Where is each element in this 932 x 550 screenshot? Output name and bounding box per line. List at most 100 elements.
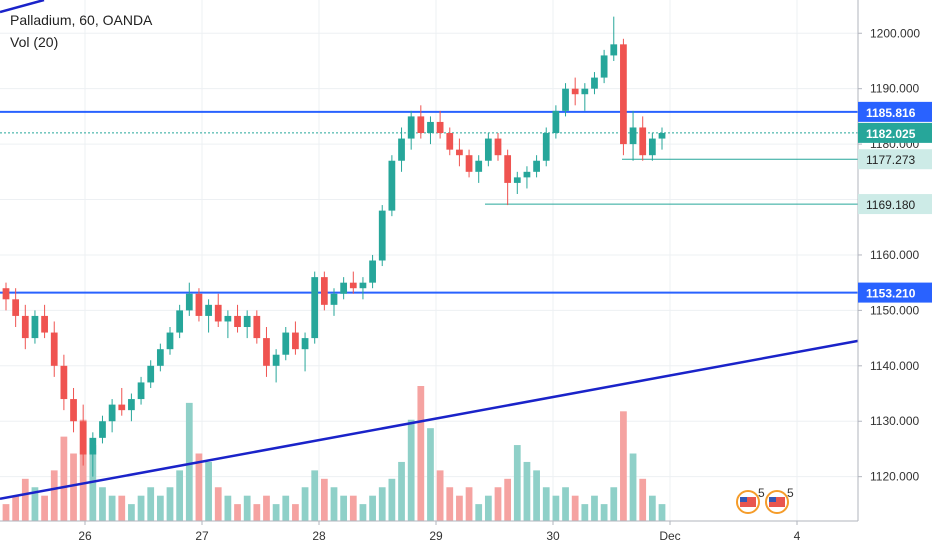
candle-body <box>118 404 126 411</box>
price-tick-label: 1140.000 <box>870 359 919 373</box>
candle-body <box>205 304 212 316</box>
volume-bar <box>600 504 608 521</box>
volume-bar <box>205 461 212 521</box>
volume-bar <box>224 495 232 521</box>
volume-bar <box>156 495 164 521</box>
partial-trendline[interactable] <box>0 0 45 14</box>
trendline[interactable] <box>0 339 859 501</box>
volume-bar <box>118 495 126 521</box>
volume-bar <box>591 495 598 521</box>
volume-bar <box>70 453 77 521</box>
candle-body <box>311 277 319 339</box>
volume-bar <box>340 495 348 521</box>
volume-bar <box>446 487 454 521</box>
volume-bar <box>292 504 299 521</box>
candle-body <box>552 110 560 134</box>
volume-bar <box>21 478 29 521</box>
volume-bar <box>185 402 193 521</box>
volume-bar <box>581 504 589 521</box>
volume-bar <box>542 487 550 521</box>
time-axis[interactable]: 26 27 28 29 30 Dec 4 <box>0 520 858 543</box>
event-count: 5 <box>787 486 794 500</box>
volume-bar <box>320 478 328 521</box>
volume-bar <box>475 504 483 521</box>
volume-bar <box>571 495 579 521</box>
volume-bar <box>41 495 48 521</box>
volume-bar <box>436 470 444 521</box>
volume-bar <box>658 504 666 521</box>
candle-body <box>533 160 540 172</box>
candle-body <box>243 315 251 328</box>
candle-body <box>137 382 145 400</box>
volume-indicator-title[interactable]: Vol (20) <box>10 34 59 50</box>
time-tick-label: 30 <box>546 529 560 543</box>
candle-body <box>50 332 58 366</box>
flag-canton <box>769 497 776 502</box>
price-badge-label: 1177.273 <box>866 153 915 167</box>
price-tick-label: 1130.000 <box>870 414 919 428</box>
candle-body <box>427 121 434 134</box>
candle-body <box>417 116 425 134</box>
volume-bar <box>253 504 261 521</box>
candle-body <box>456 149 463 156</box>
candle-body <box>359 282 367 289</box>
volume-bar <box>398 461 405 521</box>
candle-body <box>369 260 376 283</box>
price-badge <box>858 282 932 303</box>
symbol-title[interactable]: Palladium, 60, OANDA <box>10 12 153 28</box>
candle-body <box>378 210 386 261</box>
event-marker-1[interactable]: 5 <box>736 486 765 514</box>
volume-bar <box>311 470 319 521</box>
economic-events[interactable]: 5 5 <box>736 486 794 514</box>
candle-body <box>60 365 68 400</box>
volume-bar <box>388 478 396 521</box>
candle-body <box>320 277 328 305</box>
candle-body <box>542 133 550 161</box>
candle-body <box>108 404 116 422</box>
volume-bar <box>465 487 473 521</box>
candle-body <box>21 315 29 339</box>
volume-bar <box>214 487 222 521</box>
volume-bar <box>31 487 39 521</box>
candle-body <box>156 349 164 366</box>
candle-body <box>600 55 608 78</box>
candle-body <box>89 437 97 455</box>
volume-bar <box>89 445 97 521</box>
volume-bar <box>552 495 560 521</box>
time-tick-label: 4 <box>794 529 801 543</box>
volume-bar <box>610 487 618 521</box>
grid-lines <box>0 0 858 521</box>
candle-body <box>147 365 155 383</box>
candle-body <box>330 293 338 305</box>
drawn-lines[interactable] <box>0 110 858 294</box>
candle-body <box>224 315 232 322</box>
candlesticks <box>2 16 666 477</box>
candle-body <box>513 177 521 183</box>
candle-body <box>349 282 357 289</box>
volume-bar <box>243 495 251 521</box>
price-axis[interactable]: 1200.0001190.0001180.0001170.0001160.000… <box>857 0 932 521</box>
candle-body <box>301 338 309 350</box>
candle-body <box>436 121 444 134</box>
candle-body <box>12 299 20 316</box>
volume-bar <box>620 411 627 521</box>
volume-bar <box>301 487 309 521</box>
candle-body <box>99 421 106 438</box>
candle-body <box>128 399 135 411</box>
volume-bar <box>349 495 357 521</box>
candle-body <box>185 293 193 311</box>
candle-body <box>388 160 396 211</box>
candle-body <box>2 288 10 300</box>
event-marker-2[interactable]: 5 <box>765 486 794 514</box>
price-badge-label: 1185.816 <box>866 106 916 120</box>
candle-body <box>494 138 502 156</box>
volume-bar <box>60 436 68 521</box>
candle-body <box>272 354 280 366</box>
volume-bar <box>456 495 463 521</box>
volume-bar <box>359 504 367 521</box>
volume-bar <box>195 453 203 521</box>
price-badge-label: 1153.210 <box>866 287 916 301</box>
volume-bar <box>176 470 184 521</box>
candle-body <box>591 77 598 89</box>
